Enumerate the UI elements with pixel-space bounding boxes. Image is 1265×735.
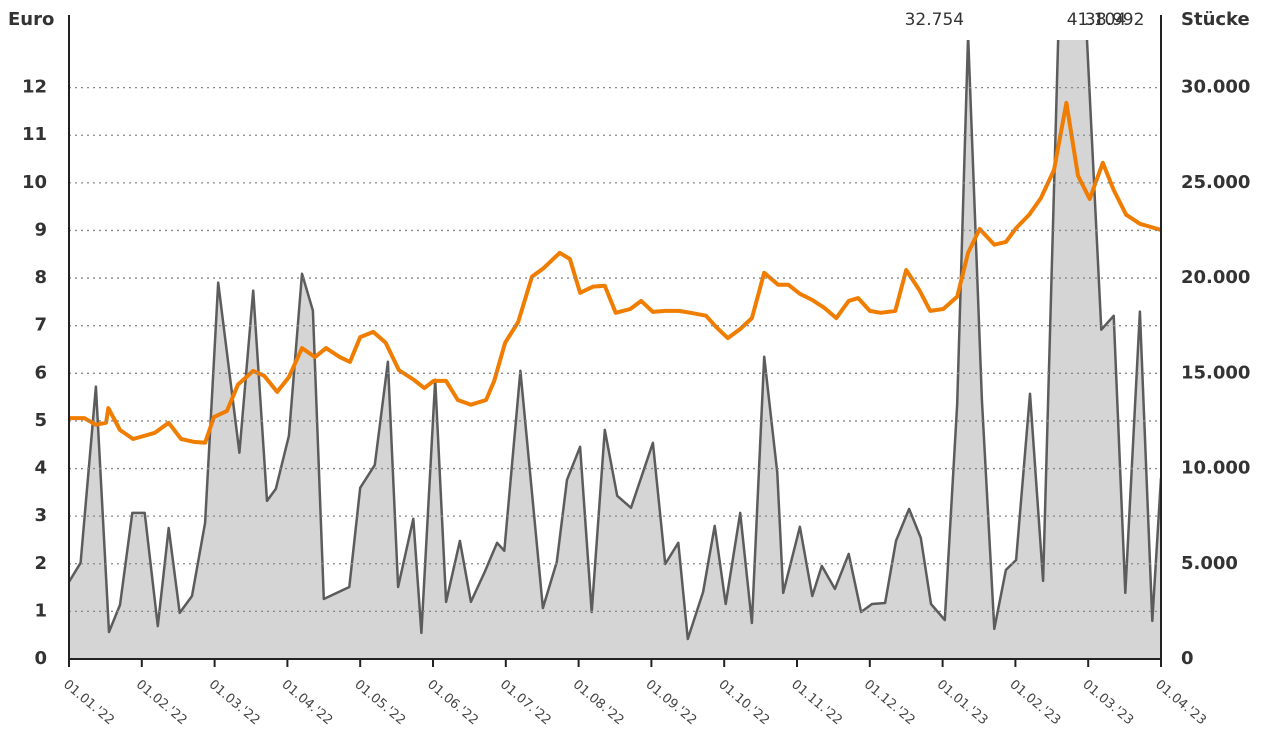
plot-area: [69, 40, 1161, 659]
y-tick-label: 2: [34, 553, 47, 574]
y2-axis-title: Stücke: [1181, 9, 1250, 30]
volume-area: [69, 40, 1161, 659]
y2-tick-label: 10.000: [1181, 458, 1250, 479]
x-tick-label: 01.04.'22: [279, 677, 336, 728]
x-tick-label: 01.02.'22: [133, 677, 190, 728]
peak-label: 32.754: [905, 10, 964, 30]
y2-tick-label: 20.000: [1181, 267, 1250, 288]
y-tick-label: 10: [22, 172, 47, 193]
x-tick-label: 01.03.'23: [1079, 677, 1136, 728]
x-tick-label: 01.09.'22: [643, 677, 700, 728]
x-tick-label: 01.01.'23: [934, 677, 991, 728]
x-tick-label: 01.06.'22: [424, 677, 481, 728]
y2-tick-label: 0: [1181, 648, 1194, 669]
x-tick-label: 01.02.'23: [1007, 677, 1064, 728]
y-tick-label: 11: [22, 124, 47, 145]
x-tick-label: 01.03.'22: [206, 677, 263, 728]
x-tick-label: 01.07.'22: [497, 677, 554, 728]
y-tick-label: 5: [34, 410, 47, 431]
peak-label: 41.104: [1067, 10, 1126, 30]
volume-line: [69, 40, 1161, 641]
x-tick-label: 01.12.'22: [861, 677, 918, 728]
y2-tick-label: 30.000: [1181, 77, 1250, 98]
y-tick-label: 8: [34, 267, 47, 288]
x-tick-label: 01.01.'22: [60, 677, 117, 728]
x-tick-label: 01.10.'22: [715, 677, 772, 728]
y-tick-label: 4: [34, 458, 47, 479]
y-axis-title: Euro: [8, 9, 54, 30]
y2-tick-label: 15.000: [1181, 362, 1250, 383]
x-tick-label: 01.08.'22: [570, 677, 627, 728]
x-tick-label: 01.05.'22: [351, 677, 408, 728]
y-tick-label: 6: [34, 362, 47, 383]
y-tick-label: 12: [22, 77, 47, 98]
price-line: [69, 100, 1161, 445]
x-tick-label: 01.11.'22: [788, 677, 845, 728]
y2-tick-label: 25.000: [1181, 172, 1250, 193]
y-tick-label: 9: [34, 219, 47, 240]
y-tick-label: 7: [34, 315, 47, 336]
y-tick-label: 0: [34, 648, 47, 669]
y2-tick-label: 5.000: [1181, 553, 1238, 574]
y-tick-label: 1: [34, 600, 47, 621]
x-tick-label: 01.04.'23: [1152, 677, 1209, 728]
peak-label: 38.992: [1085, 10, 1144, 30]
y-tick-label: 3: [34, 505, 47, 526]
